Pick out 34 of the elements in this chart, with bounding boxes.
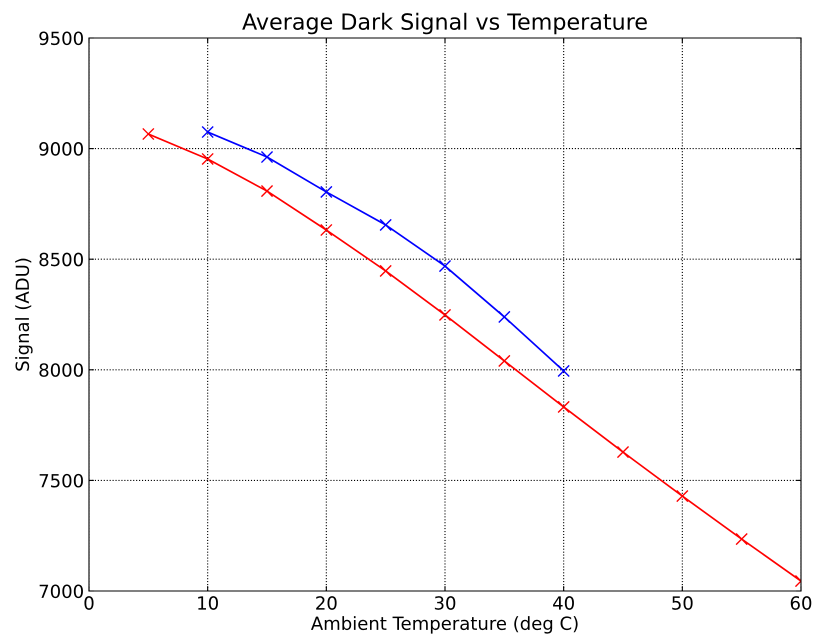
y-tick-label: 7000 xyxy=(40,584,83,598)
point xyxy=(260,150,274,164)
point xyxy=(498,354,511,368)
x-tick-label: 10 xyxy=(198,596,218,610)
point xyxy=(320,186,333,198)
x-tick-label: 0 xyxy=(84,596,94,610)
y-tick-label: 8500 xyxy=(39,252,83,266)
point xyxy=(379,264,392,278)
x-axis-title: Ambient Temperature (deg C) xyxy=(310,616,578,634)
x-tick-label: 50 xyxy=(672,596,693,610)
point xyxy=(438,260,452,272)
point xyxy=(320,224,333,236)
point xyxy=(557,364,570,378)
point xyxy=(260,184,274,198)
x-tick-label: 20 xyxy=(316,596,337,610)
y-tick-label: 9500 xyxy=(39,31,83,46)
x-tick-label: 60 xyxy=(790,596,812,610)
y-tick-label: 7500 xyxy=(40,474,83,488)
chart-title: Average Dark Signal vs Temperature xyxy=(242,12,647,34)
x-tick-label: 40 xyxy=(553,596,574,610)
point xyxy=(616,446,630,458)
point xyxy=(438,308,452,322)
point xyxy=(557,400,570,414)
point xyxy=(201,152,214,166)
x-tick-label: 30 xyxy=(434,596,456,610)
point xyxy=(142,128,155,140)
y-tick-label: 8000 xyxy=(39,363,83,377)
point xyxy=(201,126,214,138)
point xyxy=(498,310,511,324)
y-tick-label: 9000 xyxy=(39,142,83,156)
point xyxy=(735,532,748,546)
point xyxy=(379,218,392,232)
y-axis-title: Signal (ADU) xyxy=(15,258,33,371)
point xyxy=(676,490,689,502)
